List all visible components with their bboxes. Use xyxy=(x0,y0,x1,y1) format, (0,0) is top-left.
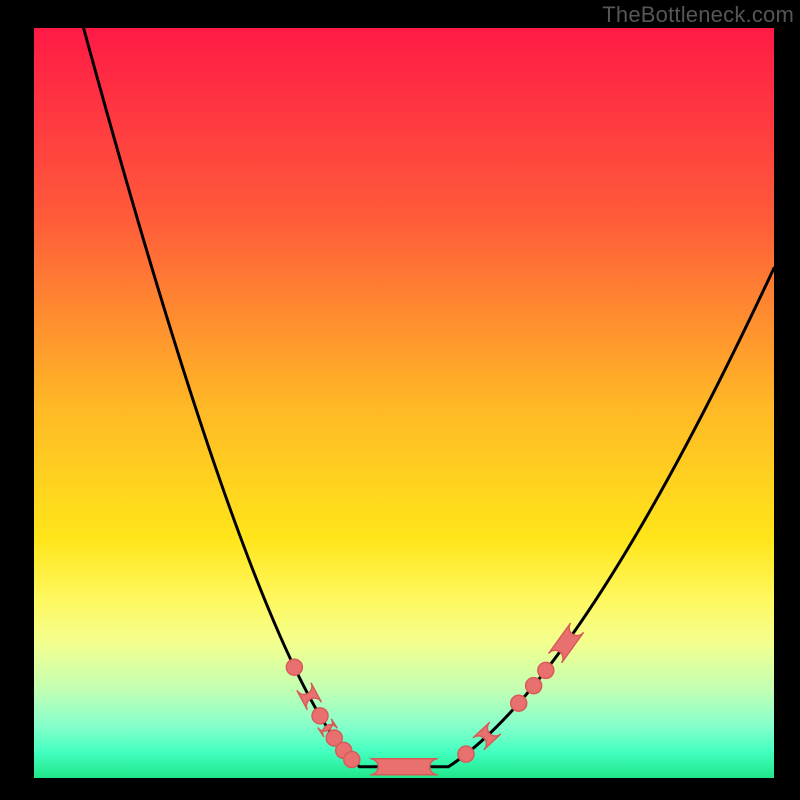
watermark-text: TheBottleneck.com xyxy=(602,2,794,28)
chart-container: TheBottleneck.com xyxy=(0,0,800,800)
chart-plot-area xyxy=(34,28,774,778)
